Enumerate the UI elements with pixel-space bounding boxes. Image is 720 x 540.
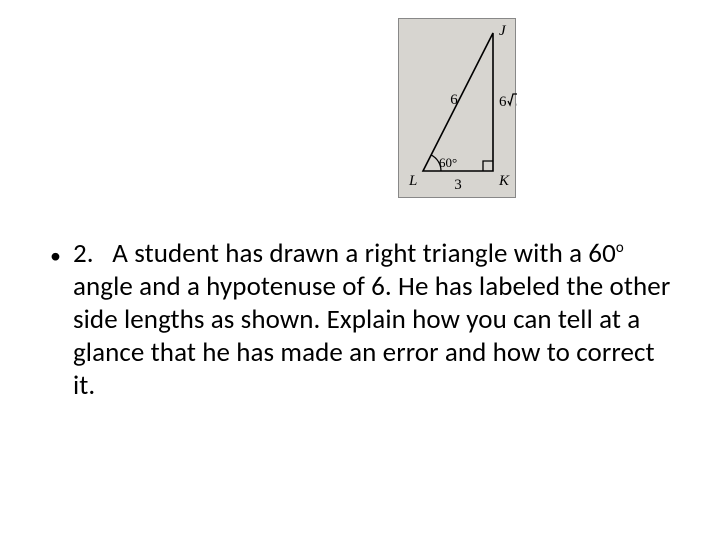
svg-text:K: K	[498, 173, 510, 189]
bullet-marker: •	[50, 238, 61, 274]
svg-text:6: 6	[450, 92, 458, 108]
svg-text:3: 3	[516, 94, 517, 110]
svg-text:3: 3	[454, 177, 462, 193]
question-block: • 2. A student has drawn a right triangl…	[46, 238, 676, 403]
degree-superscript: o	[616, 238, 624, 256]
svg-text:60°: 60°	[439, 155, 457, 170]
svg-text:6: 6	[499, 94, 507, 110]
svg-text:L: L	[408, 173, 417, 189]
question-text: 2. A student has drawn a right triangle …	[73, 238, 676, 403]
triangle-figure: J K L 6 3 60° 63	[398, 18, 516, 198]
question-number: 2.	[73, 237, 94, 270]
svg-text:J: J	[499, 23, 507, 39]
